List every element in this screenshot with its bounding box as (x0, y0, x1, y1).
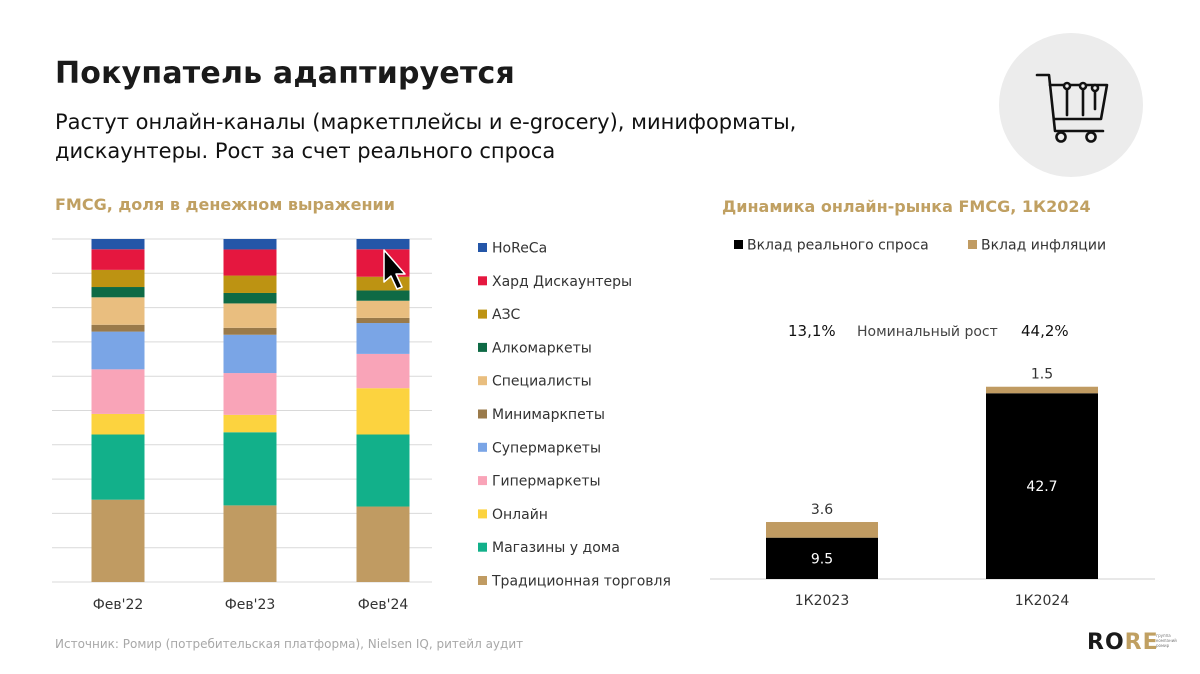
legend-swatch (734, 240, 743, 249)
bar-segment (91, 239, 145, 250)
legend-label: АЗС (492, 307, 521, 323)
bar-segment (223, 414, 277, 433)
bar-segment (356, 434, 410, 507)
data-label: 3.6 (811, 502, 833, 518)
legend-label: Хард Дискаунтеры (492, 274, 632, 290)
bar-segment (356, 323, 410, 354)
legend-label: Минимаркпеты (492, 407, 605, 423)
legend-label: Традиционная торговля (491, 574, 671, 590)
x-tick-label: Фев'23 (225, 597, 276, 613)
legend-swatch (478, 576, 487, 585)
legend-label: Гипермаркеты (492, 474, 601, 490)
legend-swatch (478, 243, 487, 252)
legend-swatch (968, 240, 977, 249)
bar-segment (223, 292, 277, 304)
bar-segment (356, 300, 410, 318)
legend-label: Онлайн (492, 507, 548, 523)
bar-segment (356, 353, 410, 389)
growth-value-2024: 44,2% (1021, 322, 1069, 340)
legend-swatch (478, 309, 487, 319)
bar-segment (356, 239, 410, 250)
bar-segment (223, 373, 277, 415)
bar-segment (91, 287, 145, 298)
bar-segment (223, 334, 277, 374)
bar-segment (91, 324, 145, 332)
bar-segment (91, 434, 145, 500)
growth-label: Номинальный рост (857, 324, 998, 340)
legend-swatch (478, 476, 487, 486)
legend-label: Вклад реального спроса (747, 238, 929, 254)
legend-swatch (478, 376, 487, 386)
cart-badge (999, 33, 1143, 177)
x-tick-label: 1К2024 (1015, 593, 1070, 609)
legend-swatch (478, 542, 487, 552)
legend-swatch (478, 342, 487, 352)
bar-segment (223, 327, 277, 335)
bar-segment (986, 393, 1098, 579)
bar-segment (766, 537, 878, 579)
data-label: 1.5 (1031, 367, 1053, 383)
x-tick-label: Фев'22 (93, 597, 144, 613)
bar-segment (91, 499, 145, 582)
bar-segment (356, 506, 410, 582)
bar-segment (223, 275, 277, 293)
bar-segment (223, 432, 277, 506)
bar-segment (91, 331, 145, 370)
legend-swatch (478, 409, 487, 419)
x-tick-label: Фев'24 (358, 597, 409, 613)
logo-main: RO (1087, 630, 1125, 655)
legend-swatch (478, 509, 487, 519)
logo-accent: RE (1124, 630, 1159, 655)
bar-segment (223, 303, 277, 328)
legend-label: HoReCa (492, 241, 547, 257)
right-chart-title: Динамика онлайн-рынка FMCG, 1К2024 (722, 197, 1091, 216)
bar-segment (356, 317, 410, 324)
bar-segment (223, 249, 277, 276)
data-label: 42.7 (1026, 479, 1057, 495)
bar-segment (986, 386, 1098, 394)
x-tick-label: 1К2023 (795, 593, 849, 609)
legend-label: Специалисты (492, 374, 592, 390)
legend-label: Магазины у дома (492, 540, 620, 556)
left-chart-title: FMCG, доля в денежном выражении (55, 195, 395, 214)
growth-value-2023: 13,1% (788, 322, 836, 340)
bar-segment (91, 269, 145, 288)
bar-segment (356, 388, 410, 435)
legend-label: Алкомаркеты (492, 340, 592, 356)
shopping-cart-icon (1035, 73, 1109, 143)
source-note: Источник: Ромир (потребительская платфор… (55, 637, 524, 651)
bar-segment (223, 239, 277, 250)
bar-segment (91, 413, 145, 435)
company-logo: RORE (1087, 630, 1159, 655)
bar-segment (356, 290, 410, 301)
legend-swatch (478, 276, 487, 286)
logo-caption: группа компаний ромир (1156, 633, 1177, 648)
legend-label: Супермаркеты (492, 440, 601, 456)
bar-segment (91, 297, 145, 325)
data-label: 9.5 (811, 551, 833, 567)
bar-segment (223, 505, 277, 582)
bar-segment (91, 369, 145, 414)
legend-swatch (478, 442, 487, 452)
page-title: Покупатель адаптируется (55, 56, 515, 91)
legend-label: Вклад инфляции (981, 238, 1106, 254)
bar-segment (91, 249, 145, 270)
page-subtitle: Растут онлайн-каналы (маркетплейсы и e-g… (55, 110, 797, 163)
bar-segment (766, 522, 878, 538)
